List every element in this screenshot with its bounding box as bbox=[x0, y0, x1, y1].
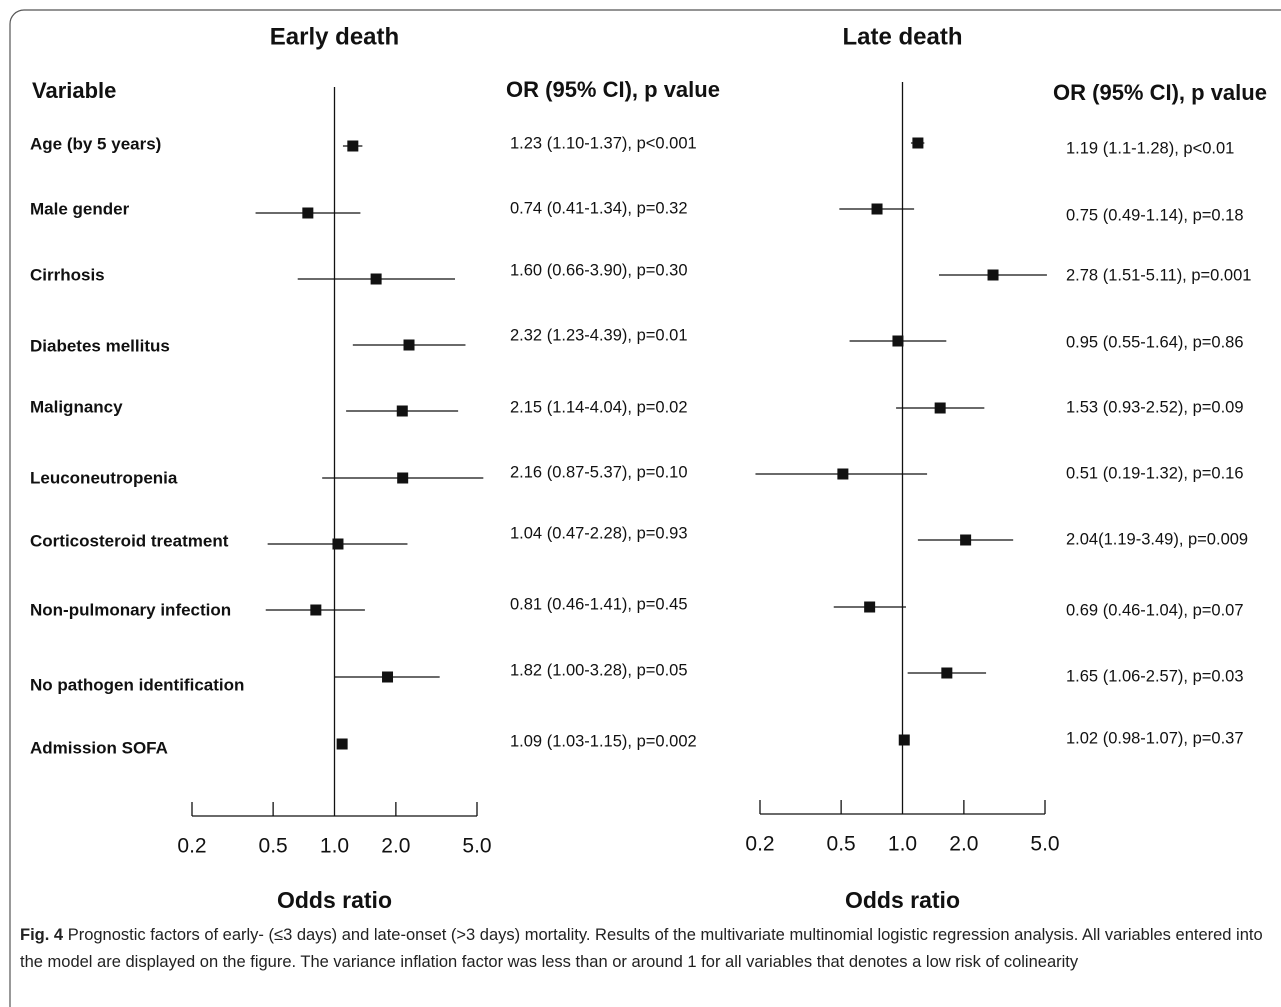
row-label: Admission SOFA bbox=[30, 738, 168, 757]
odds-ratio-point bbox=[397, 472, 409, 484]
value-label: 1.23 (1.10-1.37), p<0.001 bbox=[510, 134, 697, 152]
odds-ratio-point bbox=[302, 207, 314, 219]
row-label: Cirrhosis bbox=[30, 265, 105, 284]
odds-ratio-point bbox=[941, 667, 953, 679]
value-header: OR (95% CI), p value bbox=[506, 77, 720, 102]
odds-ratio-point bbox=[396, 405, 408, 417]
row-label: No pathogen identification bbox=[30, 675, 244, 694]
x-tick-label: 1.0 bbox=[888, 833, 917, 856]
caption-label: Fig. 4 bbox=[20, 926, 64, 944]
value-label: 1.04 (0.47-2.28), p=0.93 bbox=[510, 524, 688, 542]
odds-ratio-point bbox=[960, 534, 972, 546]
value-header: OR (95% CI), p value bbox=[1053, 80, 1267, 105]
value-label: 0.74 (0.41-1.34), p=0.32 bbox=[510, 199, 688, 217]
value-label: 0.75 (0.49-1.14), p=0.18 bbox=[1066, 206, 1244, 224]
value-label: 0.95 (0.55-1.64), p=0.86 bbox=[1066, 333, 1244, 351]
odds-ratio-point bbox=[370, 273, 382, 285]
odds-ratio-point bbox=[864, 601, 876, 613]
x-tick-label: 0.2 bbox=[745, 833, 774, 856]
value-label: 1.02 (0.98-1.07), p=0.37 bbox=[1066, 729, 1244, 747]
value-label: 1.60 (0.66-3.90), p=0.30 bbox=[510, 261, 688, 279]
x-tick-label: 0.5 bbox=[827, 833, 856, 856]
panel-title: Late death bbox=[842, 23, 962, 50]
x-axis-label: Odds ratio bbox=[277, 887, 392, 913]
value-label: 2.32 (1.23-4.39), p=0.01 bbox=[510, 326, 688, 344]
odds-ratio-point bbox=[347, 140, 359, 152]
value-label: 1.65 (1.06-2.57), p=0.03 bbox=[1066, 667, 1244, 685]
odds-ratio-point bbox=[892, 335, 904, 347]
value-label: 1.19 (1.1-1.28), p<0.01 bbox=[1066, 139, 1234, 157]
row-label: Diabetes mellitus bbox=[30, 336, 170, 355]
odds-ratio-point bbox=[336, 738, 348, 750]
row-label: Male gender bbox=[30, 199, 130, 218]
odds-ratio-point bbox=[382, 671, 394, 683]
value-label: 2.16 (0.87-5.37), p=0.10 bbox=[510, 463, 688, 481]
odds-ratio-point bbox=[310, 604, 322, 616]
x-tick-label: 1.0 bbox=[320, 835, 349, 858]
row-label: Corticosteroid treatment bbox=[30, 531, 229, 550]
value-label: 1.53 (0.93-2.52), p=0.09 bbox=[1066, 398, 1244, 416]
x-tick-label: 0.2 bbox=[177, 835, 206, 858]
caption-text: Prognostic factors of early- (≤3 days) a… bbox=[20, 926, 1263, 971]
value-label: 0.81 (0.46-1.41), p=0.45 bbox=[510, 595, 688, 613]
odds-ratio-point bbox=[912, 137, 924, 149]
value-label: 2.04(1.19-3.49), p=0.009 bbox=[1066, 530, 1248, 548]
column-label: Variable bbox=[32, 78, 116, 103]
row-label: Non-pulmonary infection bbox=[30, 600, 231, 619]
value-label: 2.15 (1.14-4.04), p=0.02 bbox=[510, 398, 688, 416]
panel-title: Early death bbox=[270, 23, 399, 50]
x-axis-label: Odds ratio bbox=[845, 887, 960, 913]
figure-frame bbox=[9, 9, 1281, 1007]
odds-ratio-point bbox=[871, 203, 883, 215]
odds-ratio-point bbox=[898, 734, 910, 746]
odds-ratio-point bbox=[837, 468, 849, 480]
x-tick-label: 2.0 bbox=[949, 833, 978, 856]
x-tick-label: 2.0 bbox=[381, 835, 410, 858]
odds-ratio-point bbox=[987, 269, 999, 281]
x-tick-label: 0.5 bbox=[259, 835, 288, 858]
odds-ratio-point bbox=[934, 402, 946, 414]
caption: Fig. 4 Prognostic factors of early- (≤3 … bbox=[20, 922, 1275, 976]
x-tick-label: 5.0 bbox=[462, 835, 491, 858]
value-label: 1.09 (1.03-1.15), p=0.002 bbox=[510, 732, 697, 750]
row-label: Age (by 5 years) bbox=[30, 134, 161, 153]
odds-ratio-point bbox=[332, 538, 344, 550]
value-label: 0.51 (0.19-1.32), p=0.16 bbox=[1066, 464, 1244, 482]
odds-ratio-point bbox=[403, 339, 415, 351]
row-label: Leuconeutropenia bbox=[30, 468, 178, 487]
value-label: 2.78 (1.51-5.11), p=0.001 bbox=[1066, 266, 1251, 284]
value-label: 1.82 (1.00-3.28), p=0.05 bbox=[510, 661, 688, 679]
row-label: Malignancy bbox=[30, 397, 123, 416]
x-tick-label: 5.0 bbox=[1030, 833, 1059, 856]
value-label: 0.69 (0.46-1.04), p=0.07 bbox=[1066, 601, 1244, 619]
